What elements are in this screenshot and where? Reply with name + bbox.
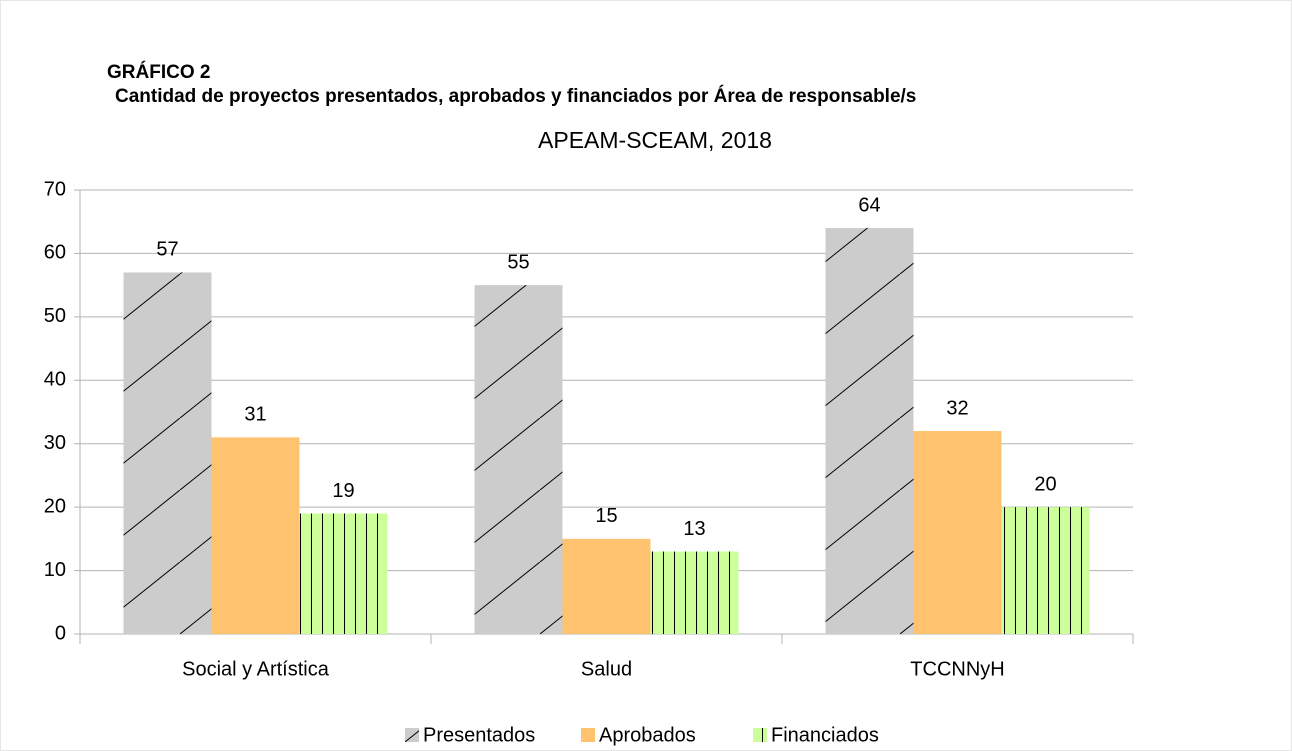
bar-pattern xyxy=(825,228,914,635)
y-tick-label: 40 xyxy=(44,369,66,391)
data-label: 13 xyxy=(683,518,705,540)
legend-swatch-pattern xyxy=(753,728,767,742)
data-label: 64 xyxy=(858,194,880,216)
x-tick-label: Salud xyxy=(581,658,632,680)
legend-swatch xyxy=(581,728,595,742)
bar xyxy=(562,538,651,634)
bar-pattern xyxy=(1001,507,1090,634)
bar-pattern xyxy=(299,513,388,634)
y-tick-label: 70 xyxy=(44,178,66,200)
bar-pattern xyxy=(650,551,739,634)
bar-pattern xyxy=(474,285,563,634)
x-tick-label: Social y Artística xyxy=(182,658,330,680)
chart-title: GRÁFICO 2 xyxy=(107,61,210,83)
legend-swatch-pattern xyxy=(405,728,419,742)
y-tick-label: 60 xyxy=(44,242,66,264)
y-tick-label: 20 xyxy=(44,495,66,517)
x-tick-label: TCCNNyH xyxy=(910,658,1004,680)
legend-label: Financiados xyxy=(771,724,879,746)
legend-label: Aprobados xyxy=(599,724,696,746)
y-tick-label: 10 xyxy=(44,559,66,581)
data-label: 55 xyxy=(507,251,529,273)
data-label: 32 xyxy=(946,397,968,419)
legend-label: Presentados xyxy=(423,724,535,746)
chart-subtitle: APEAM-SCEAM, 2018 xyxy=(538,127,772,153)
chart-heading: Cantidad de proyectos presentados, aprob… xyxy=(115,85,916,107)
y-tick-label: 30 xyxy=(44,432,66,454)
data-label: 20 xyxy=(1034,473,1056,495)
y-tick-label: 50 xyxy=(44,305,66,327)
data-label: 57 xyxy=(156,239,178,261)
data-label: 31 xyxy=(244,404,266,426)
bar xyxy=(211,437,300,634)
data-label: 19 xyxy=(332,480,354,502)
y-tick-label: 0 xyxy=(55,622,66,644)
bar xyxy=(913,431,1002,634)
bar-pattern xyxy=(123,272,212,634)
data-label: 15 xyxy=(595,505,617,527)
